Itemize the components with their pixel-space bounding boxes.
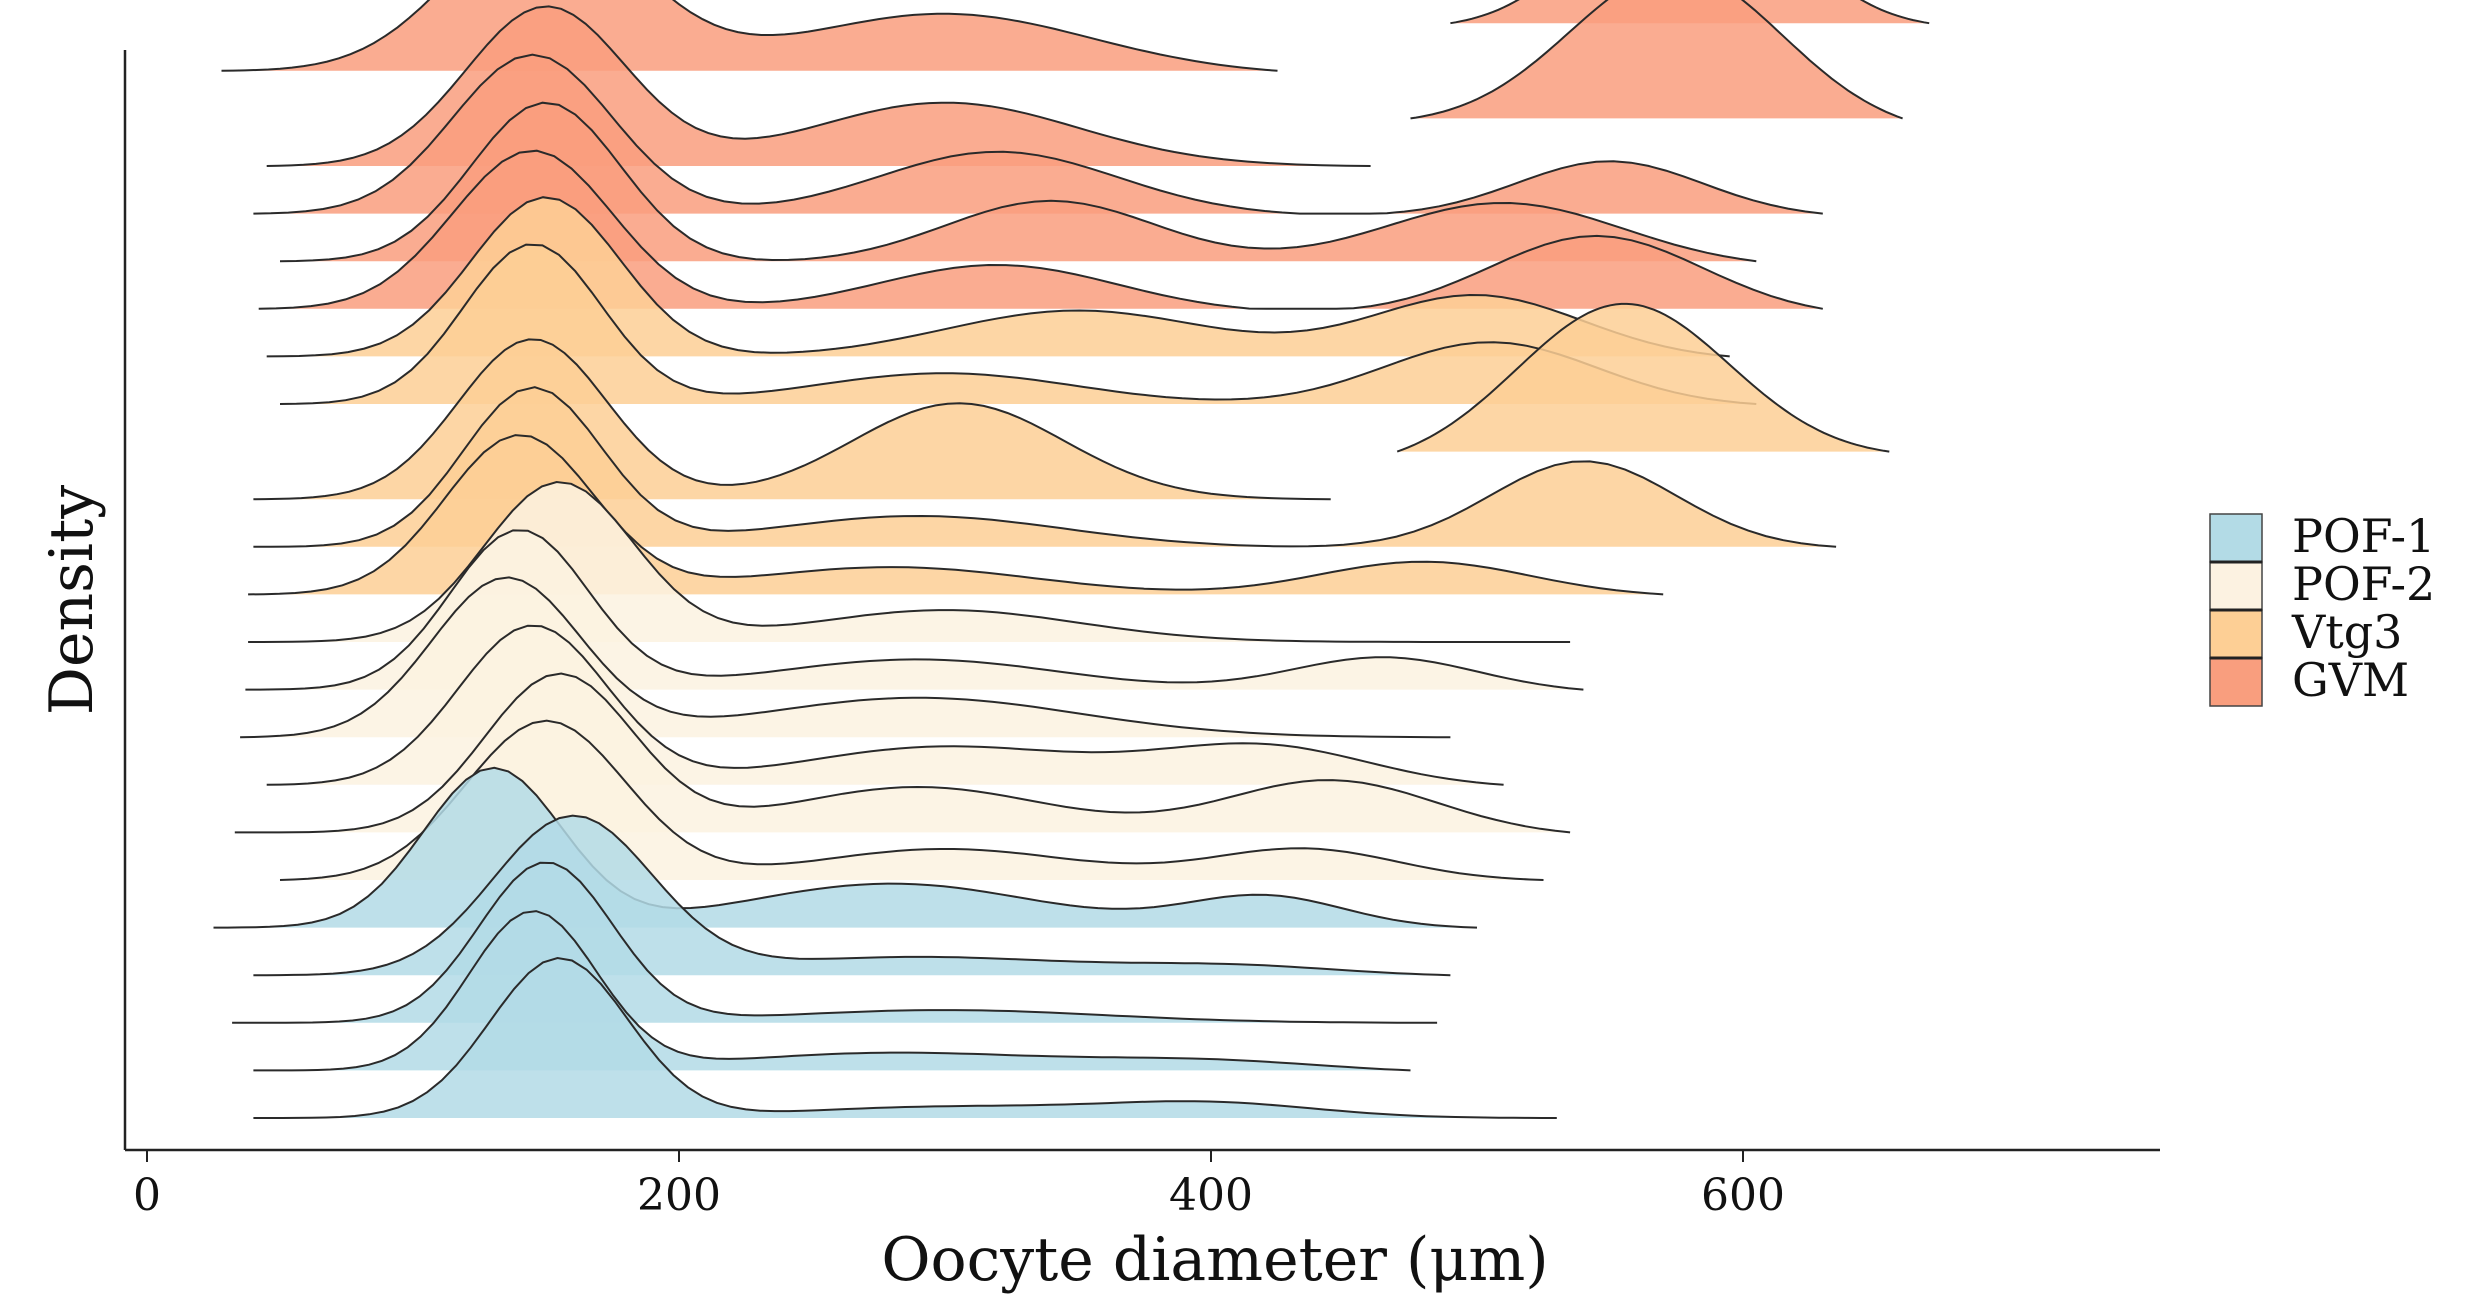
ridge-fill-14 [253, 339, 1331, 500]
ridge-fill-19 [280, 102, 1757, 262]
ridge-line-14 [253, 338, 1331, 501]
x-axis-title: Oocyte diameter (μm) [881, 1225, 1548, 1295]
ridge-line-16 [279, 243, 1757, 405]
ridge-line-4 [253, 814, 1451, 977]
legend-label-pof-2: POF-2 [2292, 557, 2435, 611]
ridge-line-11 [248, 480, 1571, 643]
ridge-line-7 [234, 672, 1571, 834]
ridge-fill-23 [221, 0, 1278, 71]
ridge-fill-18 [258, 150, 1823, 309]
ridge-line-22 [1410, 0, 1903, 120]
legend-swatch-pof-2 [2209, 561, 2263, 611]
ridge-fill-15 [1397, 303, 1890, 452]
ridge-line-21 [266, 5, 1371, 167]
ridge-fill-20 [253, 54, 1823, 214]
ridge-line-3 [232, 861, 1438, 1024]
ridge-fill-16 [280, 244, 1757, 404]
x-tick-label-200: 200 [637, 1170, 721, 1221]
x-tick-label-600: 600 [1701, 1170, 1785, 1221]
ridge-fill-13 [253, 387, 1837, 547]
ridges-layer [213, 0, 1930, 1119]
ridge-line-1 [253, 956, 1557, 1119]
x-tick-label-0: 0 [133, 1170, 161, 1221]
ridge-line-10 [245, 529, 1584, 691]
legend-swatch-pof-1 [2209, 513, 2263, 563]
legend-label-pof-1: POF-1 [2292, 509, 2435, 563]
y-axis-title: Density [37, 485, 107, 715]
ridge-line-9 [240, 576, 1451, 739]
ridge-line-23 [221, 0, 1278, 72]
x-tick-label-400: 400 [1169, 1170, 1253, 1221]
ridge-line-18 [258, 149, 1823, 310]
ridge-line-8 [266, 624, 1504, 786]
legend-swatch-vtg3 [2209, 609, 2263, 659]
ridge-line-17 [266, 196, 1730, 358]
ridge-line-20 [253, 53, 1823, 215]
x-ticks: 0 200 400 600 [133, 1150, 1785, 1221]
ridge-fill-1 [253, 958, 1557, 1118]
ridge-line-6 [279, 719, 1544, 881]
ridge-line-13 [253, 386, 1837, 548]
ridge-fill-22 [1410, 0, 1903, 119]
legend-label-vtg3: Vtg3 [2291, 605, 2402, 659]
ridge-fill-9 [240, 577, 1451, 738]
ridge-fill-17 [266, 197, 1730, 357]
ridge-line-15 [1396, 302, 1890, 453]
ridge-line-19 [279, 101, 1757, 263]
ridge-line-2 [253, 910, 1411, 1072]
legend-swatch-gvm [2209, 657, 2263, 707]
ridge-line-5 [213, 766, 1478, 929]
ridge-line-12 [248, 434, 1664, 596]
legend-label-gvm: GVM [2292, 653, 2409, 707]
